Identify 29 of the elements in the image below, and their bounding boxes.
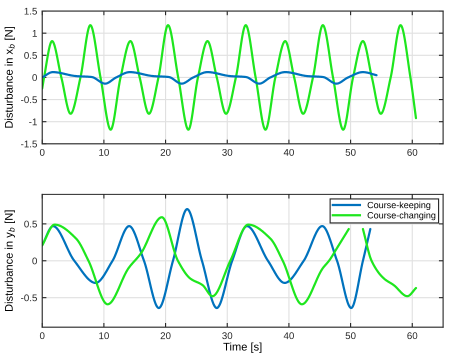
y-axis-title: Disturbance in y$_{b}$ [N] [4, 210, 15, 312]
x-tick-label: 60 [407, 148, 418, 156]
y-tick-label: 0 [32, 74, 37, 82]
x-tick-label: 40 [284, 148, 294, 156]
x-tick-label: 20 [160, 148, 171, 156]
x-tick-label: 0 [40, 332, 45, 340]
legend-label: Course-changing [368, 212, 436, 220]
y-tick-label: -1 [29, 118, 37, 126]
legend-label: Course-keeping [368, 202, 430, 210]
y-tick-label: 0 [32, 258, 37, 264]
x-tick-label: 60 [407, 332, 418, 340]
x-tick-label: 10 [99, 148, 109, 156]
x-tick-label: 50 [346, 148, 356, 156]
x-tick-label: 20 [160, 332, 171, 340]
x-tick-label: 30 [222, 148, 232, 156]
x-tick-label: 10 [99, 332, 109, 340]
x-tick-label: 50 [346, 332, 356, 340]
x-tick-label: 0 [40, 148, 45, 156]
x-tick-label: 30 [222, 332, 232, 340]
y-tick-label: 0.5 [24, 52, 37, 59]
y-tick-label: 1.5 [24, 8, 37, 15]
x-axis-title: Time [s] [223, 342, 262, 353]
y-tick-label: -1.5 [21, 140, 37, 148]
y-tick-label: 1 [32, 30, 37, 37]
y-axis-title: Disturbance in x$_{b}$ [N] [4, 27, 15, 128]
y-tick-label: -0.5 [21, 294, 37, 302]
y-tick-label: -0.5 [21, 96, 37, 104]
x-tick-label: 40 [284, 332, 294, 340]
y-tick-label: 0.5 [24, 220, 37, 228]
